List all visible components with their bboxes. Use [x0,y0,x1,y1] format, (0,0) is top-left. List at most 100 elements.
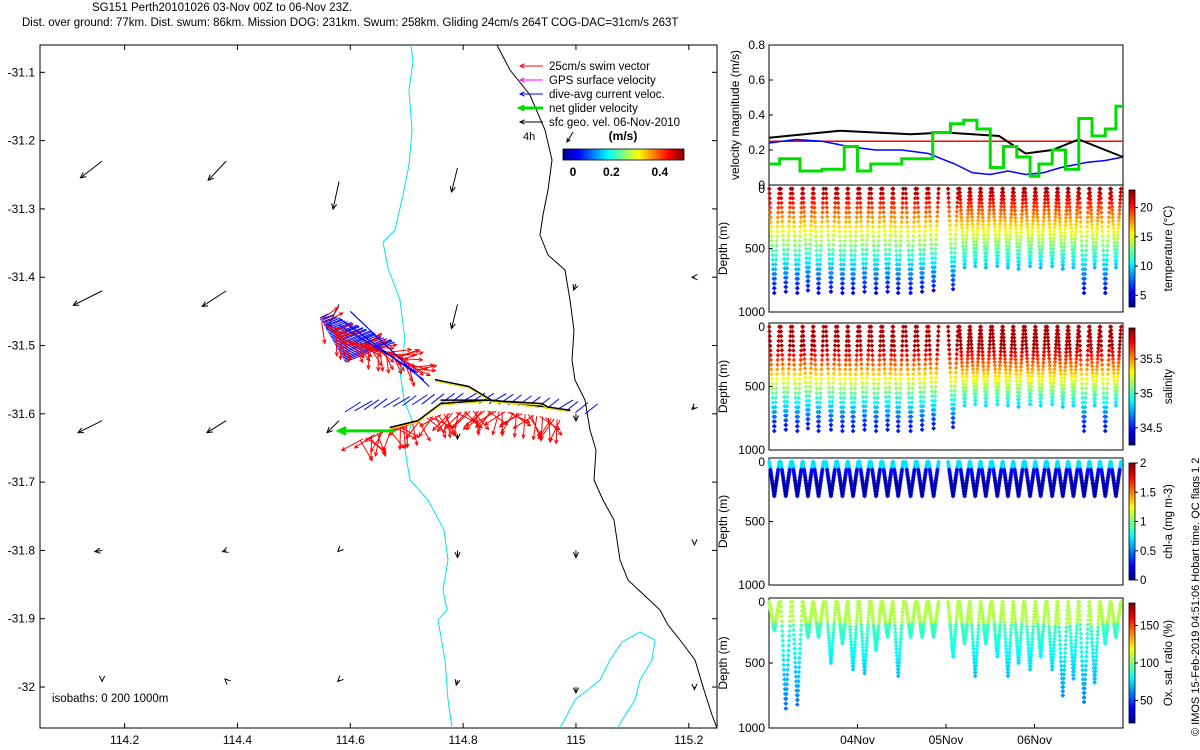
swim-vector-shaft [414,365,437,371]
swim-vector-head [452,431,457,437]
section-point [804,255,809,261]
swim-vector-shaft [432,412,451,431]
section-point [817,257,823,263]
dac-vector [319,313,329,319]
glider-track-color [434,380,571,413]
swim-vector-shaft [434,415,446,438]
swim-vector-head [466,425,471,431]
figure-subtitle: Dist. over ground: 77km. Dist. swum: 86k… [22,17,679,29]
swim-vector-head [363,437,369,442]
section-colorbar-tick-label: 20 [1140,203,1153,215]
swim-vector-head [474,423,480,429]
section-ytick-label: 1000 [738,578,765,592]
section-point [851,285,856,291]
swim-vector-shaft [355,343,371,362]
map-xtick-label: 114.6 [336,733,365,747]
geo-vector-head [449,185,456,194]
section-ytick-label: 0 [758,595,765,609]
geo-vector-head [93,547,101,554]
section-colorbar-tick-label: 0 [1140,575,1146,587]
section-colorbar-tick-label: 5 [1140,290,1146,302]
swim-vector-head [368,455,374,461]
swim-vector-head [426,372,432,377]
swim-vector-head [442,433,447,439]
swim-vector-shaft [555,419,558,444]
section-point [782,266,787,271]
dac-fan-line [349,310,430,387]
swim-vector-head [411,381,416,388]
dac-fan-line [338,324,419,374]
swim-vector-head [451,423,457,429]
legend-scale-arrow-head [566,137,571,143]
section-point [804,260,809,265]
section-point [772,285,777,291]
swim-vector-head [447,433,452,439]
map-ytick-label: -32 [18,680,36,694]
coastline [496,45,717,728]
map-xtick-label: 114.4 [223,733,252,747]
map-ytick-label: -31.2 [8,134,36,148]
section-point [795,271,801,277]
geo-vector-head [77,427,85,434]
swim-vector-head [500,429,506,435]
swim-vector-head [382,339,388,345]
glider-track [389,399,486,429]
swim-vector-shaft [477,410,491,432]
swim-vector-head [526,422,532,427]
swim-vector-head [432,364,438,369]
swim-vector-head [346,357,351,364]
section-colorbar-tick-label: 34.5 [1140,423,1162,435]
section-point [795,276,801,282]
dac-fan-line [338,317,424,381]
section-point [785,256,790,262]
swim-vector-head [385,368,391,374]
swim-vector-shaft [549,419,561,442]
map-xtick-label: 115 [566,733,585,747]
section-point [851,276,857,282]
section-point [817,262,823,267]
legend-swatch-head [518,91,525,97]
section-point [770,262,776,267]
dac-vector [392,396,411,407]
swim-vector-head [334,352,339,358]
swim-vector-head [360,353,365,359]
section-point [849,257,854,263]
swim-vector-shaft [484,411,506,426]
swim-vector-head [373,451,379,457]
section-point [773,262,778,267]
swim-vector-head [377,333,383,338]
section-point [863,270,868,276]
dac-vector [411,394,428,406]
velocity-axes-box [768,44,1124,186]
swim-vector-head [340,446,346,452]
dac-vector [335,331,372,347]
swim-vector-shaft [339,331,361,337]
swim-vector-shaft [350,341,373,346]
geo-vector-head [691,539,698,546]
geo-vector-head [331,203,338,211]
swim-vector-shaft [321,321,326,344]
section-point [816,285,822,291]
swim-vector-head [464,421,470,427]
dac-vector [336,332,375,348]
swim-vector-head [359,358,364,364]
swim-vector-shaft [370,431,384,452]
swim-vector-head [338,312,344,317]
section-point [806,278,811,284]
swim-vector-head [391,425,397,430]
section-point [796,267,801,272]
section-ytick-label: 500 [745,242,765,256]
map-ytick-label: -31.4 [8,270,36,284]
swim-vector-shaft [413,368,436,372]
swim-vector-shaft [522,414,526,439]
swim-vector-shaft [510,411,531,427]
map-xtick-label: 114.8 [449,733,478,747]
section-point [840,276,846,282]
map-ytick-label: -31.6 [8,407,36,421]
swim-vector-head [418,432,423,438]
section-point [806,269,812,275]
swim-vector-head [436,427,442,433]
map-ytick-label: -31.3 [8,202,36,216]
